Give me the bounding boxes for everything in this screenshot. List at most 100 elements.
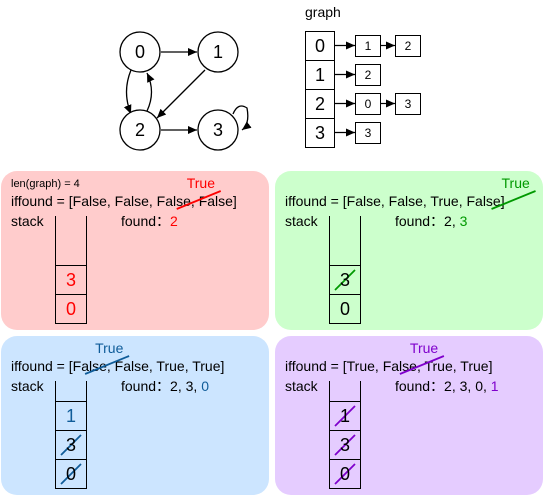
true-label: True <box>409 340 439 356</box>
iffound-item: True <box>424 358 453 374</box>
adjacency-index-cell: 1 <box>305 60 335 90</box>
iffound-item: True <box>346 358 375 374</box>
found-line: found：2 <box>121 213 178 229</box>
iffound-item: True <box>430 193 459 209</box>
stack-cell: 1 <box>329 401 361 431</box>
found-line: found：2, 3, 0 <box>121 378 209 394</box>
edge-2-0 <box>146 72 155 112</box>
panel-step2: iffound = [False, False, True, False] Tru… <box>275 171 543 330</box>
iffound-sep: , <box>422 193 431 209</box>
edge-1-2 <box>156 69 206 119</box>
node-label: 3 <box>213 120 223 140</box>
iffound-line: iffound = [False, False, True, True] <box>11 358 224 374</box>
adjacency-neighbor-cell: 3 <box>395 92 421 115</box>
stack-cell: 0 <box>329 459 361 489</box>
stack-cell: 3 <box>55 265 87 295</box>
adjacency-neighbor-cell: 2 <box>355 63 381 86</box>
iffound-item: False <box>388 193 423 209</box>
iffound-line: iffound = [True, False, True, True] <box>285 358 492 374</box>
iffound-suffix: ] <box>220 358 225 374</box>
adjacency-neighbor-cell: 0 <box>355 92 381 115</box>
true-label: True <box>95 340 124 356</box>
found-value: 3 <box>459 213 468 229</box>
stack-cell: 3 <box>329 430 361 460</box>
found-sep: , <box>193 378 202 394</box>
node-1: 1 <box>197 31 239 73</box>
iffound-line: iffound = [False, False, False, False] <box>11 193 237 209</box>
iffound-item: True <box>192 358 221 374</box>
iffound-item: False <box>114 358 149 374</box>
iffound-sep: , <box>148 358 157 374</box>
adjacency-index-cell: 3 <box>305 118 335 148</box>
stack-cell: 0 <box>55 459 87 489</box>
iffound-sep: , <box>452 358 461 374</box>
stack-cell: 1 <box>55 401 87 431</box>
found-value: 1 <box>490 378 499 394</box>
iffound-sep: , <box>374 358 383 374</box>
adjacency-neighbor-cell: 3 <box>355 121 381 144</box>
iffound-sep: , <box>190 193 199 209</box>
found-value: 2 <box>444 378 452 394</box>
edge-0-2 <box>123 69 132 115</box>
iffound-item: True <box>156 358 185 374</box>
found-label: found： <box>395 213 445 229</box>
found-sep: , <box>451 378 460 394</box>
node-3: 3 <box>197 109 239 151</box>
iffound-prefix: iffound = [ <box>11 358 73 374</box>
iffound-prefix: iffound = [ <box>285 193 347 209</box>
found-label: found： <box>121 378 171 394</box>
iffound-suffix: ] <box>232 193 237 209</box>
iffound-item: False <box>156 193 191 209</box>
adjacency-index-cell: 0 <box>305 31 335 61</box>
found-label: found： <box>395 378 445 394</box>
iffound-item: False <box>346 193 381 209</box>
stack-cell: 0 <box>55 294 87 324</box>
node-0: 0 <box>119 31 161 73</box>
iffound-item: False <box>198 193 233 209</box>
directed-graph: 0 1 2 3 <box>119 31 252 151</box>
iffound-suffix: ] <box>488 358 493 374</box>
iffound-suffix: ] <box>500 193 505 209</box>
true-label: True <box>186 175 215 191</box>
iffound-sep: , <box>458 193 467 209</box>
stack-label: stack <box>285 378 318 394</box>
iffound-item: False <box>466 193 501 209</box>
found-line: found：2, 3 <box>395 213 467 229</box>
iffound-item: False <box>114 193 149 209</box>
stack-cell: 3 <box>55 430 87 460</box>
len-label: len(graph) = 4 <box>11 178 80 190</box>
node-label: 1 <box>213 42 223 62</box>
edge-3-3 <box>232 105 252 131</box>
node-label: 2 <box>135 120 145 140</box>
adjacency-index-cell: 2 <box>305 89 335 119</box>
iffound-prefix: iffound = [ <box>285 358 347 374</box>
panel-step1: len(graph) = 4 iffound = [False, False, F… <box>1 171 269 330</box>
stack-cell: 3 <box>329 265 361 295</box>
node-label: 0 <box>135 42 145 62</box>
node-2: 2 <box>119 109 161 151</box>
found-value: 2 <box>170 378 178 394</box>
found-value: 3 <box>459 378 468 394</box>
iffound-sep: , <box>184 358 193 374</box>
iffound-item: False <box>72 358 107 374</box>
adjacency-neighbor-cell: 1 <box>355 34 381 57</box>
iffound-item: True <box>460 358 489 374</box>
iffound-line: iffound = [False, False, True, False] <box>285 193 505 209</box>
found-label: found： <box>121 213 171 229</box>
iffound-item: False <box>72 193 107 209</box>
iffound-prefix: iffound = [ <box>11 193 73 209</box>
found-sep: , <box>177 378 186 394</box>
stack-cell: 0 <box>329 294 361 324</box>
found-sep: , <box>467 378 476 394</box>
found-value: 0 <box>201 378 209 394</box>
panel-step4: iffound = [True, False, True, True] True s… <box>275 336 543 495</box>
panel-step3: iffound = [False, False, True, True] True… <box>1 336 269 495</box>
found-value: 2 <box>444 213 452 229</box>
iffound-item: False <box>382 358 417 374</box>
true-label: True <box>501 175 530 191</box>
stack-label: stack <box>11 378 44 394</box>
iffound-sep: , <box>380 193 389 209</box>
adjacency-neighbor-cell: 2 <box>395 34 421 57</box>
found-value: 3 <box>185 378 194 394</box>
found-value: 0 <box>475 378 483 394</box>
